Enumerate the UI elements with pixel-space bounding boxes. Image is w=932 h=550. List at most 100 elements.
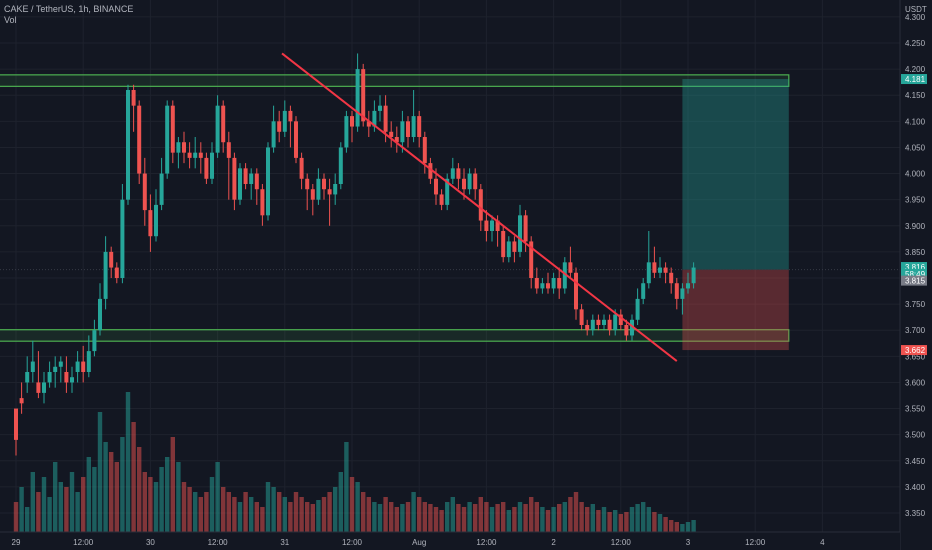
volume-bar <box>484 502 489 532</box>
volume-bar <box>75 492 80 532</box>
candle-body <box>75 361 80 372</box>
candle-body <box>36 382 41 393</box>
volume-bar <box>417 497 422 532</box>
candle-body <box>540 283 545 289</box>
volume-bar <box>237 502 243 532</box>
candle-body <box>165 105 170 174</box>
volume-bar <box>573 492 579 532</box>
volume-bar <box>47 497 52 532</box>
volume-bar <box>181 482 187 532</box>
candle-body <box>686 283 690 289</box>
volume-bar <box>81 477 86 532</box>
candle-body <box>646 262 651 284</box>
candle-body <box>534 278 539 289</box>
candle-body <box>114 267 119 278</box>
candle-body <box>428 163 433 179</box>
candle-body <box>249 173 254 184</box>
price-label-box <box>901 268 927 279</box>
x-tick-label: 31 <box>280 538 289 547</box>
volume-bar <box>293 492 299 532</box>
currency-label: USDT <box>905 5 927 14</box>
volume-bar <box>305 502 310 532</box>
y-tick-label: 3.900 <box>905 222 926 231</box>
candle-body <box>193 152 198 158</box>
volume-bar <box>411 492 416 532</box>
candle-body <box>126 90 130 200</box>
candle-body <box>333 184 338 195</box>
candle-body <box>607 319 612 331</box>
y-tick-label: 3.600 <box>905 378 926 387</box>
volume-bar <box>629 507 635 532</box>
volume-bar <box>260 507 265 532</box>
y-tick-label: 4.100 <box>905 117 926 126</box>
volume-bar <box>568 497 573 532</box>
price-label-text: 58:49 <box>905 270 926 279</box>
candle-body <box>30 361 35 372</box>
x-tick-label: 12:00 <box>745 538 766 547</box>
candle-body <box>221 105 226 143</box>
volume-bar <box>254 502 259 532</box>
candle-body <box>53 366 58 372</box>
candle-body <box>495 220 500 231</box>
volume-bar <box>327 492 332 532</box>
y-tick-label: 4.200 <box>905 65 926 74</box>
y-tick-label: 3.850 <box>905 248 926 257</box>
candle-body <box>282 110 287 132</box>
volume-bar <box>137 447 142 532</box>
candle-body <box>81 361 86 372</box>
candle-body <box>579 309 584 325</box>
volume-bar <box>103 442 108 532</box>
volume-bar <box>30 472 35 532</box>
volume-bar <box>277 492 282 532</box>
candle-body <box>350 116 354 127</box>
candle-body <box>378 105 382 111</box>
volume-bars <box>13 392 696 532</box>
candle-body <box>254 173 259 190</box>
candle-body <box>198 152 203 158</box>
volume-bar <box>92 467 97 532</box>
trendline-group[interactable] <box>281 52 678 362</box>
volume-bar <box>613 510 618 532</box>
candle-body <box>406 121 410 137</box>
volume-bar <box>562 502 567 532</box>
long-position-tool[interactable] <box>0 79 900 351</box>
candle-body <box>366 121 371 127</box>
candle-body <box>137 105 142 174</box>
candle-body <box>70 377 74 383</box>
candle-body <box>434 178 438 195</box>
candle-body <box>602 319 606 325</box>
candle-body <box>154 204 158 237</box>
y-tick-label: 3.650 <box>905 352 926 361</box>
volume-bar <box>422 502 427 532</box>
candle-body <box>92 330 97 352</box>
candle-body <box>596 319 601 325</box>
candle-body <box>14 408 18 440</box>
y-tick-label: 3.500 <box>905 431 926 440</box>
x-tick-label: 12:00 <box>208 538 229 547</box>
volume-bar <box>165 457 170 532</box>
candle-body <box>518 215 522 252</box>
candle-body <box>394 137 399 143</box>
volume-bar <box>657 514 663 532</box>
candle-body <box>691 267 696 284</box>
support-zone <box>0 329 790 342</box>
candle-body <box>680 288 685 299</box>
chart-header: CAKE / TetherUS, 1h, BINANCE Vol <box>4 4 133 26</box>
volume-bar <box>405 502 411 532</box>
volume-bar <box>361 492 366 532</box>
volume-bar <box>467 502 472 532</box>
volume-bar <box>601 507 607 532</box>
candle-body <box>484 220 489 231</box>
candle-body <box>299 157 304 179</box>
candle-body <box>204 157 209 179</box>
volume-bar <box>523 504 528 532</box>
volume-bar <box>674 522 679 532</box>
volume-bar <box>461 507 467 532</box>
volume-bar <box>624 512 629 532</box>
volume-bar <box>501 502 506 532</box>
candle-body <box>562 262 567 289</box>
candle-body <box>260 189 265 216</box>
x-tick-label: Aug <box>412 538 426 547</box>
volume-bar <box>97 412 103 532</box>
